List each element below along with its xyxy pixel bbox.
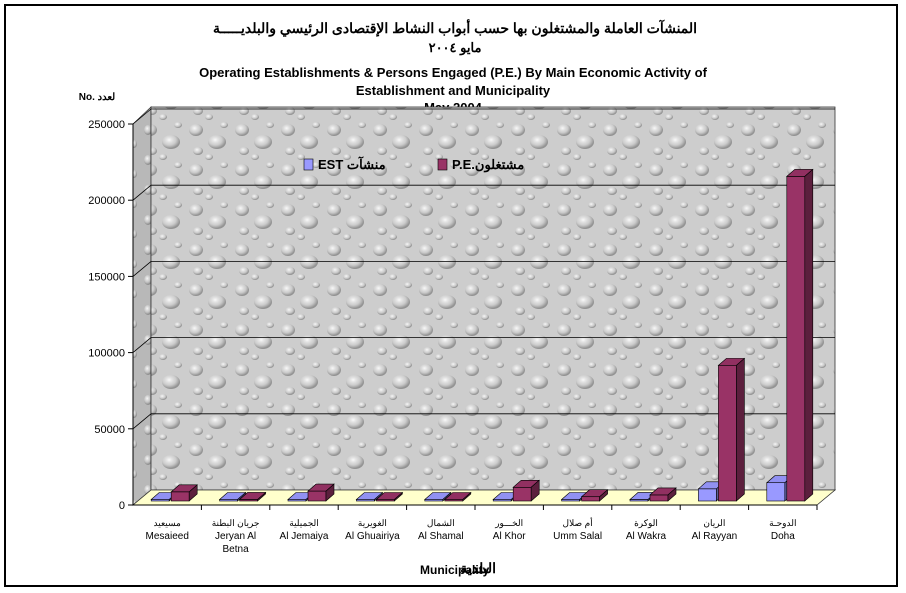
x-tick-label: Al Wakra <box>626 531 667 542</box>
x-tick-label-arabic: الغويرية <box>358 518 387 529</box>
x-tick-label: Al Jemaiya <box>280 531 329 542</box>
bar-pe <box>649 487 677 502</box>
x-axis-title-english: Municipality <box>420 563 490 577</box>
x-tick-label: Mesaieed <box>146 531 189 542</box>
x-tick-label-arabic: الشمال <box>427 518 455 528</box>
plot-side-wall <box>132 106 152 506</box>
x-tick-label-arabic: الدوحـة <box>769 518 796 529</box>
y-tick-label: 150000 <box>88 271 125 283</box>
bars <box>150 168 814 502</box>
x-tick-label-arabic: مسيعيد <box>154 518 182 528</box>
legend-swatch-pe <box>437 158 448 171</box>
legend-label-est: EST منشآت <box>318 156 386 172</box>
x-tick-label-arabic: الخـــور <box>494 518 523 529</box>
x-tick-label-arabic: الريان <box>703 518 725 529</box>
y-tick-label: 0 <box>119 500 125 512</box>
chart-title-arabic: المنشآت العاملة والمشتغلون بها حسب أبواب… <box>213 18 697 38</box>
x-axis-labels: مسيعيد Mesaieed جريان البطنة Jeryan Al Betna… <box>146 505 818 555</box>
legend: EST منشآت P.E.مشتغلون <box>303 156 524 173</box>
x-tick-label: Jeryan Al <box>215 531 256 542</box>
bar-pe <box>375 491 404 502</box>
chart-title-english-line1: Operating Establishments & Persons Engag… <box>199 65 708 80</box>
y-tick-label: 200000 <box>88 195 125 207</box>
x-tick-label: Umm Salal <box>553 531 602 542</box>
bar-pe <box>717 357 746 502</box>
y-tick-label: 250000 <box>88 119 125 131</box>
x-tick-label: Al Shamal <box>418 531 464 542</box>
bar-pe <box>444 491 472 502</box>
bar-pe <box>238 491 267 502</box>
x-tick-label-line2: Betna <box>223 544 250 555</box>
chart-title-english-line2: Establishment and Municipality <box>356 83 551 98</box>
x-tick-label-arabic: الوكرة <box>634 518 658 529</box>
x-tick-label: Al Ghuairiya <box>345 531 400 542</box>
y-tick-label: 50000 <box>94 424 125 436</box>
gridline-side <box>132 337 152 353</box>
x-tick-label: Al Rayyan <box>692 531 738 542</box>
x-axis-title-arabic: البلدية <box>460 560 496 576</box>
x-tick-label: Doha <box>771 531 795 542</box>
y-axis-label: No. لعدد <box>79 92 115 103</box>
x-tick-label: Al Khor <box>493 531 526 542</box>
gridline-side <box>132 108 152 125</box>
gridline-side <box>132 413 152 430</box>
bar-pe <box>786 168 814 502</box>
bar-pe <box>170 484 198 502</box>
bar-est <box>218 491 247 502</box>
bar-pe <box>580 489 609 502</box>
bar-est <box>424 491 452 502</box>
gridline-side <box>132 261 152 277</box>
legend-swatch-est <box>303 158 314 171</box>
gridline-side <box>132 184 152 201</box>
chart-subtitle-arabic: مايو ٢٠٠٤ <box>429 40 482 56</box>
bar-pe <box>512 479 540 502</box>
legend-label-pe: P.E.مشتغلون <box>452 157 524 173</box>
x-tick-label-arabic: الجميلية <box>289 518 319 528</box>
y-tick-label: 100000 <box>88 348 125 360</box>
x-tick-label-arabic: جريان البطنة <box>212 518 260 529</box>
bar-pe <box>307 483 335 502</box>
x-tick-label-arabic: أم صلال <box>563 516 593 529</box>
